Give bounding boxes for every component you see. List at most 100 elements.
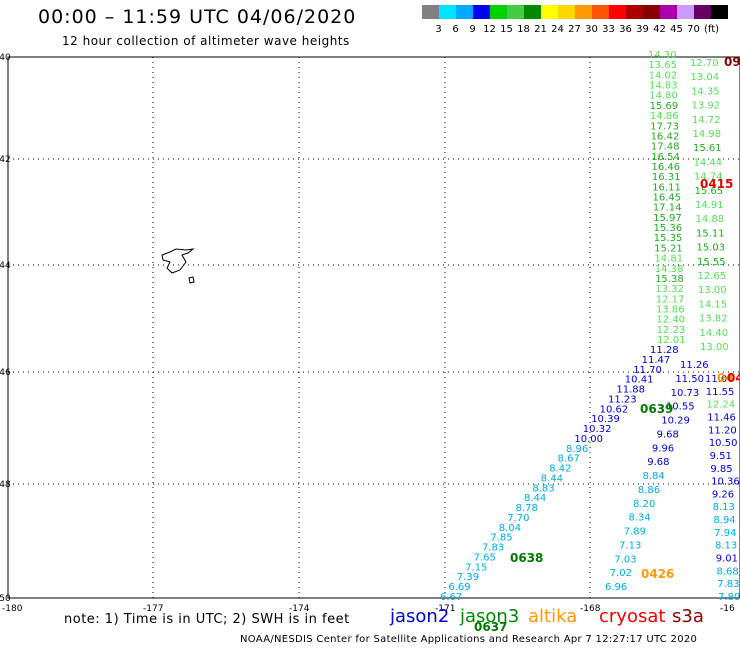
swh-value-track-a2: 17.73 bbox=[650, 121, 679, 132]
colorbar-swatch bbox=[711, 5, 728, 19]
swh-value-track-b: 7.13 bbox=[619, 540, 641, 551]
longitude-label: -177 bbox=[143, 604, 163, 614]
pitt-island-outline bbox=[188, 276, 195, 284]
swh-value-track-a: 8.44 bbox=[524, 493, 546, 504]
swh-value-track-c: 9.51 bbox=[710, 451, 732, 462]
legend-s3a: s3a bbox=[672, 606, 704, 627]
colorbar-swatch bbox=[694, 5, 711, 19]
swh-value-track-b: 9.68 bbox=[657, 429, 679, 440]
swh-value-track-c: 10.50 bbox=[709, 438, 738, 449]
colorbar-swatch bbox=[575, 5, 592, 19]
latitude-label: -46 bbox=[0, 368, 11, 378]
units-note: note: 1) Time is in UTC; 2) SWH is in fe… bbox=[64, 612, 350, 627]
pass-time-label: 09 bbox=[724, 55, 740, 69]
colorbar-swatch bbox=[524, 5, 541, 19]
swh-value-track-c2: 13.04 bbox=[691, 72, 720, 83]
swh-value-track-a2: 15.21 bbox=[654, 243, 683, 254]
swh-value-track-c: 9.01 bbox=[716, 554, 738, 565]
swh-value-track-a2: 16.11 bbox=[652, 182, 681, 193]
swh-value-track-c2: 14.40 bbox=[700, 328, 729, 339]
latitude-label: -42 bbox=[0, 155, 11, 165]
swh-value-track-a2: 15.97 bbox=[653, 213, 682, 224]
swh-value-track-a2: 14.83 bbox=[649, 81, 678, 92]
pass-time-label: 0638 bbox=[510, 551, 543, 565]
swh-value-track-a2: 14.86 bbox=[650, 111, 679, 122]
swh-value-track-c2: 15.11 bbox=[696, 228, 725, 239]
swh-value-track-a: 11.28 bbox=[650, 345, 679, 356]
swh-value-track-c: 9.26 bbox=[712, 489, 734, 500]
colorbar-tick-label: 27 bbox=[568, 24, 581, 35]
swh-value-track-c: 12.24 bbox=[707, 400, 736, 411]
swh-value-track-a: 8.44 bbox=[541, 473, 563, 484]
swh-value-track-a2: 14.30 bbox=[648, 50, 677, 61]
swh-value-track-c: 8.68 bbox=[716, 566, 738, 577]
swh-value-track-c: 7.94 bbox=[714, 528, 736, 539]
colorbar-swatch bbox=[677, 5, 694, 19]
swh-value-track-a: 8.78 bbox=[516, 503, 538, 514]
swh-value-track-b: 10.55 bbox=[666, 402, 695, 413]
swh-value-track-b: 8.34 bbox=[628, 513, 650, 524]
colorbar-swatch bbox=[643, 5, 660, 19]
swh-value-track-a2: 14.81 bbox=[654, 254, 683, 265]
swh-value-track-c2: 13.00 bbox=[698, 285, 727, 296]
colorbar-tick-label: 3 bbox=[435, 24, 442, 35]
swh-value-track-a: 7.15 bbox=[465, 562, 487, 573]
pass-time-label: 0415 bbox=[700, 177, 733, 191]
swh-value-track-b: 8.20 bbox=[633, 499, 655, 510]
swh-value-track-a2: 14.02 bbox=[649, 70, 678, 81]
swh-value-track-c: 7.83 bbox=[717, 579, 739, 590]
swh-value-track-c: 11.46 bbox=[707, 412, 736, 423]
swh-value-track-a: 11.47 bbox=[642, 355, 671, 366]
swh-value-track-a2: 14.38 bbox=[655, 264, 684, 275]
colorbar-swatch bbox=[473, 5, 490, 19]
swh-value-track-c2: 13.82 bbox=[699, 314, 728, 325]
swh-value-track-c2: 15.61 bbox=[693, 143, 722, 154]
colorbar-tick-label: 36 bbox=[619, 24, 632, 35]
swh-value-track-a: 8.04 bbox=[499, 523, 521, 534]
legend-jason2: jason2 bbox=[390, 606, 450, 627]
colorbar-tick-label: 21 bbox=[534, 24, 547, 35]
swh-value-track-b: 10.29 bbox=[661, 416, 690, 427]
swh-value-track-b: 11.50 bbox=[675, 374, 704, 385]
colorbar-tick-label: 15 bbox=[500, 24, 513, 35]
swh-value-track-a: 11.88 bbox=[616, 385, 645, 396]
pass-time-label: 0637 bbox=[474, 620, 507, 634]
swh-value-track-a2: 13.86 bbox=[656, 304, 685, 315]
colorbar-swatch bbox=[609, 5, 626, 19]
swh-value-track-c: 10.36 bbox=[711, 477, 740, 488]
latitude-label: -40 bbox=[0, 53, 11, 63]
swh-value-track-a2: 14.80 bbox=[649, 91, 678, 102]
swh-value-track-a: 7.85 bbox=[490, 533, 512, 544]
latitude-label: -48 bbox=[0, 480, 11, 490]
pass-time-label: 0426 bbox=[641, 567, 674, 581]
swh-value-track-c2: 14.88 bbox=[696, 214, 725, 225]
colorbar-swatch bbox=[422, 5, 439, 19]
swh-value-track-c2: 15.03 bbox=[697, 243, 726, 254]
colorbar-swatch bbox=[507, 5, 524, 19]
colorbar-swatch bbox=[626, 5, 643, 19]
map-title: 00:00 – 11:59 UTC 04/06/2020 bbox=[38, 6, 357, 28]
colorbar-tick-label: 24 bbox=[551, 24, 564, 35]
swh-value-track-c: 9.85 bbox=[710, 464, 732, 475]
swh-value-track-a: 8.83 bbox=[532, 483, 554, 494]
swh-value-track-a2: 15.69 bbox=[650, 101, 679, 112]
swh-value-track-a: 7.39 bbox=[457, 572, 479, 583]
colorbar-swatch bbox=[558, 5, 575, 19]
swh-value-track-a2: 17.14 bbox=[653, 203, 682, 214]
swh-value-track-b: 9.68 bbox=[647, 457, 669, 468]
swh-value-track-a2: 12.01 bbox=[657, 335, 686, 346]
longitude-label: -180 bbox=[2, 604, 23, 614]
colorbar-swatch bbox=[439, 5, 456, 19]
legend-altika: altika bbox=[528, 606, 578, 627]
colorbar-tick-label: 33 bbox=[602, 24, 615, 35]
colorbar-unit: (ft) bbox=[704, 24, 720, 35]
swh-value-track-a: 10.41 bbox=[625, 375, 654, 386]
swh-value-track-b: 7.89 bbox=[624, 527, 646, 538]
longitude-label: -168 bbox=[580, 604, 601, 614]
swh-value-track-a: 10.00 bbox=[574, 434, 603, 445]
swh-value-track-c2: 12.65 bbox=[698, 271, 727, 282]
swh-value-track-b: 10.73 bbox=[671, 388, 700, 399]
credit-footer: NOAA/NESDIS Center for Satellite Applica… bbox=[240, 634, 698, 645]
swh-value-track-c2: 14.91 bbox=[695, 200, 724, 211]
swh-value-track-c2: 14.74 bbox=[694, 172, 723, 183]
